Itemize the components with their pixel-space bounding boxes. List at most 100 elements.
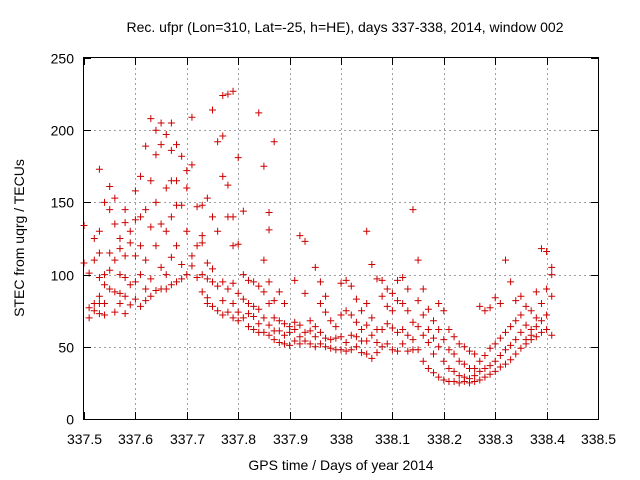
data-point <box>90 256 98 264</box>
data-point <box>121 219 129 227</box>
data-point <box>440 376 448 384</box>
data-point <box>486 370 494 378</box>
data-point <box>219 172 227 180</box>
data-point <box>90 235 98 242</box>
data-point <box>532 323 540 331</box>
data-point <box>193 273 201 281</box>
data-point <box>491 294 499 302</box>
data-point <box>275 317 283 325</box>
data-point <box>244 323 252 331</box>
data-point <box>214 138 222 146</box>
data-point <box>116 271 124 279</box>
data-point <box>203 259 211 267</box>
data-point <box>193 203 201 211</box>
data-point <box>316 278 324 286</box>
data-point <box>501 256 509 264</box>
data-point <box>183 271 191 279</box>
data-point <box>548 271 556 279</box>
data-point <box>224 308 232 316</box>
data-point <box>214 227 222 235</box>
data-point <box>486 362 494 370</box>
data-point <box>90 307 98 315</box>
data-point <box>162 285 170 293</box>
data-point <box>501 360 509 368</box>
data-point <box>131 278 139 286</box>
data-point <box>532 288 540 296</box>
data-point <box>188 262 196 270</box>
data-point <box>286 328 294 336</box>
data-point <box>424 338 432 346</box>
data-point <box>301 289 309 297</box>
data-point <box>512 350 520 358</box>
data-point <box>430 350 438 358</box>
data-point <box>419 331 427 339</box>
data-point <box>383 302 391 310</box>
data-point <box>198 232 206 240</box>
data-point <box>388 346 396 354</box>
data-point <box>409 318 417 326</box>
data-point <box>352 318 360 326</box>
data-point <box>214 282 222 290</box>
data-point <box>116 289 124 297</box>
data-point <box>95 165 103 173</box>
data-point <box>399 273 407 281</box>
x-tick-label: 338.5 <box>581 431 616 447</box>
data-point <box>131 216 139 224</box>
data-point <box>234 308 242 316</box>
data-point <box>296 333 304 341</box>
data-point <box>450 367 458 375</box>
data-point <box>111 194 119 202</box>
data-point <box>95 227 103 235</box>
data-point <box>311 343 319 351</box>
data-point <box>430 369 438 377</box>
data-point <box>466 347 473 355</box>
data-point <box>209 265 216 273</box>
data-point <box>265 278 273 286</box>
y-tick-label: 150 <box>51 195 75 211</box>
data-point <box>414 256 422 264</box>
data-point <box>291 337 299 345</box>
data-point <box>409 336 417 344</box>
data-point <box>296 232 304 240</box>
data-point <box>404 307 412 315</box>
data-point <box>167 281 175 289</box>
data-point <box>126 239 134 247</box>
data-point <box>368 260 376 268</box>
data-point <box>471 364 479 372</box>
data-point <box>491 340 499 348</box>
data-point <box>481 373 489 381</box>
data-point <box>111 220 119 228</box>
data-point <box>173 242 181 250</box>
data-point <box>332 334 340 342</box>
data-point <box>378 276 386 284</box>
data-point <box>424 325 432 333</box>
y-tick-label: 100 <box>51 268 75 284</box>
data-point <box>358 307 366 315</box>
data-point <box>183 184 191 192</box>
data-point <box>445 346 453 354</box>
data-point <box>270 314 278 322</box>
data-point <box>183 227 191 235</box>
data-point <box>440 336 448 344</box>
data-point <box>239 207 247 215</box>
data-point <box>95 273 103 281</box>
data-point <box>543 311 551 319</box>
data-point <box>476 357 484 365</box>
grid-layer <box>84 58 598 419</box>
data-point <box>512 297 520 305</box>
data-point <box>507 341 515 349</box>
data-point <box>301 237 309 245</box>
data-point <box>157 263 165 271</box>
data-point <box>173 141 181 149</box>
data-point <box>142 297 150 305</box>
y-tick-label: 250 <box>51 51 75 67</box>
data-point <box>121 206 129 214</box>
data-point <box>244 276 252 284</box>
data-point <box>311 323 319 331</box>
data-point <box>214 307 222 315</box>
data-point <box>316 299 324 307</box>
data-point <box>388 289 396 297</box>
data-point <box>234 240 242 248</box>
